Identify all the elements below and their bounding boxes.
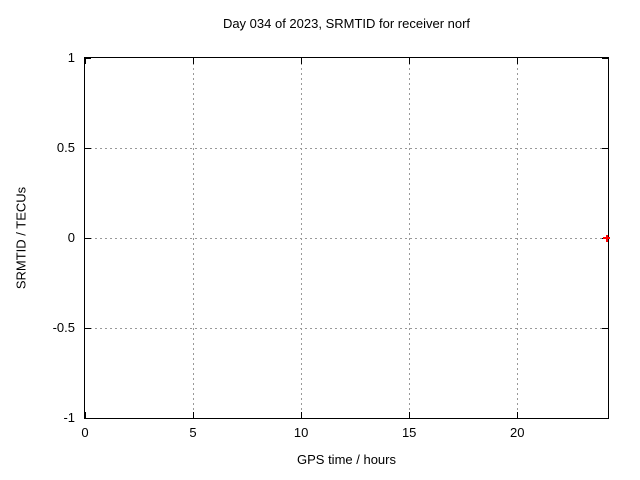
x-tick-label: 15 xyxy=(401,425,417,440)
x-tick-label: 0 xyxy=(81,425,89,440)
x-tick-mark-bottom xyxy=(409,412,411,418)
x-axis-label: GPS time / hours xyxy=(297,452,396,467)
y-tick-mark-right xyxy=(602,148,608,149)
data-point-marker xyxy=(603,234,611,242)
x-tick-mark-bottom xyxy=(85,412,86,418)
x-tick-mark-bottom xyxy=(193,412,195,418)
x-tick-label: 5 xyxy=(189,425,197,440)
y-tick-mark-right xyxy=(602,58,608,59)
y-tick-mark-left xyxy=(85,148,91,149)
x-tick-mark-top xyxy=(409,58,411,64)
x-tick-mark-top xyxy=(193,58,195,64)
chart-title: Day 034 of 2023, SRMTID for receiver nor… xyxy=(222,16,471,31)
marker-vertical-bar xyxy=(605,234,608,242)
y-tick-label: 0 xyxy=(67,230,75,245)
y-tick-mark-left xyxy=(85,418,91,419)
x-tick-mark-top xyxy=(301,58,303,64)
x-tick-mark-top xyxy=(517,58,519,64)
y-tick-mark-right xyxy=(602,328,608,329)
y-tick-label: 0.5 xyxy=(56,140,75,155)
y-tick-mark-left xyxy=(85,238,91,239)
grid-line-horizontal xyxy=(85,328,608,329)
grid-line-horizontal xyxy=(85,148,608,149)
x-tick-label: 20 xyxy=(509,425,525,440)
y-tick-label: 1 xyxy=(67,50,75,65)
y-tick-mark-left xyxy=(85,328,91,329)
x-tick-mark-bottom xyxy=(301,412,303,418)
x-tick-label: 10 xyxy=(293,425,309,440)
x-tick-mark-bottom xyxy=(517,412,519,418)
grid-line-horizontal xyxy=(85,238,608,239)
x-tick-mark-top xyxy=(85,58,86,64)
y-tick-label: -0.5 xyxy=(52,320,75,335)
y-tick-mark-left xyxy=(85,58,91,59)
y-tick-label: -1 xyxy=(63,410,75,425)
y-tick-mark-right xyxy=(602,418,608,419)
plot-area: 0 5 10 15 20 -1 -0.5 0 0.5 1 xyxy=(53,50,611,440)
